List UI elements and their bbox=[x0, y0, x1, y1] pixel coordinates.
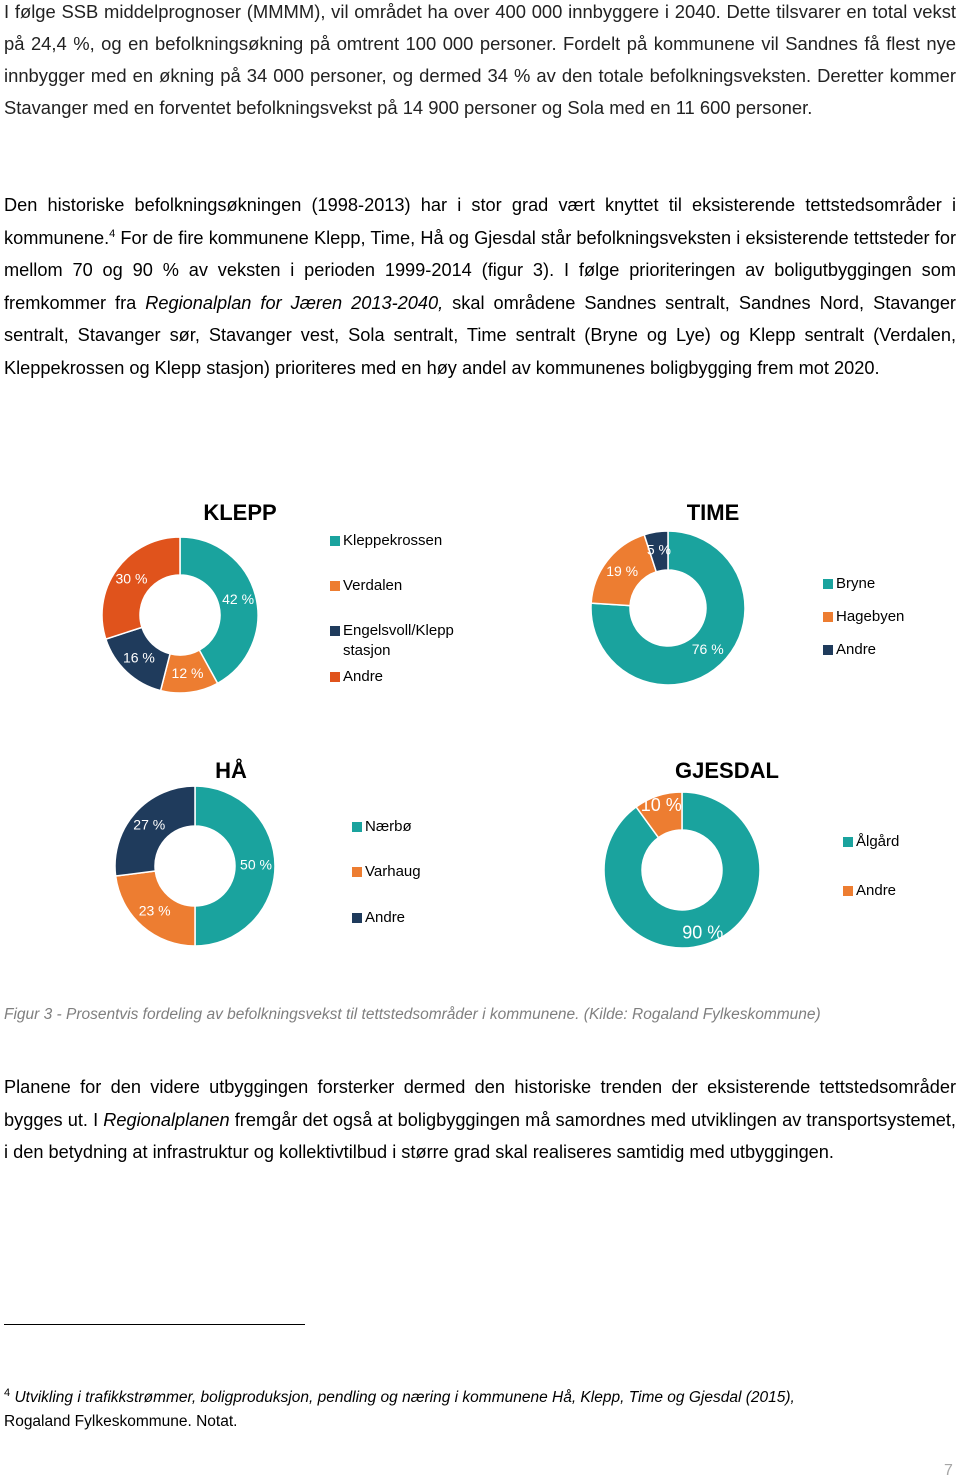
data-label: 5 % bbox=[647, 541, 671, 557]
legend-item: Ålgård bbox=[843, 832, 960, 852]
footnote-ref: 4 bbox=[109, 227, 116, 240]
chart-title: KLEPP bbox=[203, 500, 276, 525]
text: skal områdene Sandnes sentralt, Sandnes … bbox=[4, 292, 956, 378]
chart-title: HÅ bbox=[215, 757, 247, 783]
legend-label: Ålgård bbox=[856, 833, 900, 850]
donut-segment bbox=[114, 785, 196, 877]
text-italic: Regionalplanen bbox=[103, 1109, 230, 1130]
legend-item: Kleppekrossen bbox=[330, 531, 460, 551]
text: fremgår det også at boligbyggingen må sa… bbox=[4, 1109, 956, 1163]
donut-segment bbox=[101, 536, 181, 641]
text: I følge SSB middelprognoser (MMMM), vil … bbox=[4, 1, 956, 118]
legend-item: Nærbø bbox=[352, 817, 472, 837]
data-label: 16 % bbox=[123, 649, 155, 665]
legend-label: Varhaug bbox=[365, 863, 421, 880]
legend-item: Hagebyen bbox=[823, 607, 943, 627]
data-label: 50 % bbox=[240, 857, 272, 873]
donut-segment bbox=[179, 536, 259, 685]
legend-label: Kleppekrossen bbox=[343, 532, 443, 549]
legend-label: Verdalen bbox=[343, 577, 403, 594]
legend-item: Varhaug bbox=[352, 862, 472, 882]
page-number: 7 bbox=[944, 1462, 953, 1479]
data-label: 23 % bbox=[139, 902, 171, 918]
legend-label: Nærbø bbox=[365, 818, 412, 835]
legend-swatch bbox=[330, 581, 340, 591]
legend-swatch bbox=[823, 612, 833, 622]
legend-label: Andre bbox=[856, 882, 897, 899]
legend-item: Andre bbox=[330, 667, 460, 687]
data-label: 76 % bbox=[692, 641, 724, 657]
footnote: 4 Utvikling i trafikkstrømmer, boligprod… bbox=[4, 1386, 944, 1434]
legend-swatch bbox=[823, 645, 833, 655]
figure-caption: Figur 3 - Prosentvis fordeling av befolk… bbox=[4, 1006, 821, 1023]
text-italic: Regionalplan for Jæren 2013-2040, bbox=[145, 292, 444, 313]
legend-swatch bbox=[823, 579, 833, 589]
legend-label: Andre bbox=[343, 668, 384, 685]
legend-swatch bbox=[352, 867, 362, 877]
text: Den historiske befolkningsøkningen (1998… bbox=[4, 195, 956, 248]
footnote-number: 4 bbox=[4, 1386, 11, 1399]
legend-swatch bbox=[843, 837, 853, 847]
data-label: 12 % bbox=[172, 665, 204, 681]
legend-swatch bbox=[352, 822, 362, 832]
legend-label: Bryne bbox=[836, 575, 876, 592]
legend-item: Verdalen bbox=[330, 576, 460, 596]
paragraph: Den historiske befolkningsøkningen (1998… bbox=[4, 189, 956, 384]
data-label: 90 % bbox=[682, 922, 723, 942]
text-italic: Utvikling i trafikkstrømmer, boligproduk… bbox=[14, 1389, 795, 1406]
legend-swatch bbox=[330, 626, 340, 636]
donut-segment bbox=[635, 791, 683, 839]
donut-segment bbox=[194, 785, 276, 947]
data-label: 27 % bbox=[133, 816, 165, 832]
legend-item: Engelsvoll/Klepp stasjon bbox=[330, 621, 460, 661]
legend-label: Hagebyen bbox=[836, 608, 905, 625]
donut-segment bbox=[643, 530, 669, 573]
text: Rogaland Fylkeskommune. Notat. bbox=[4, 1413, 238, 1430]
legend-swatch bbox=[330, 672, 340, 682]
text: Planene for den videre utbyggingen forst… bbox=[4, 1077, 956, 1130]
data-label: 19 % bbox=[606, 563, 638, 579]
legend-swatch bbox=[843, 886, 853, 896]
data-label: 42 % bbox=[222, 591, 254, 607]
chart-title: GJESDAL bbox=[675, 758, 779, 783]
chart-title: TIME bbox=[687, 500, 740, 525]
paragraph: I følge SSB middelprognoser (MMMM), vil … bbox=[4, 0, 956, 124]
legend-item: Andre bbox=[823, 640, 943, 660]
data-label: 30 % bbox=[115, 570, 147, 586]
legend-label: Engelsvoll/Klepp stasjon bbox=[343, 622, 454, 659]
donut-segment bbox=[114, 870, 196, 947]
legend-item: Andre bbox=[352, 908, 472, 928]
paragraph: Planene for den videre utbyggingen forst… bbox=[4, 1071, 956, 1169]
legend-label: Andre bbox=[836, 641, 877, 658]
donut-segment bbox=[603, 791, 761, 949]
legend-swatch bbox=[352, 913, 362, 923]
legend-item: Bryne bbox=[823, 574, 943, 594]
footnote-rule bbox=[4, 1324, 305, 1325]
legend-item: Andre bbox=[843, 881, 960, 901]
legend-swatch bbox=[330, 536, 340, 546]
data-label: 10 % bbox=[641, 795, 682, 815]
donut-segment bbox=[590, 530, 746, 686]
legend-label: Andre bbox=[365, 909, 406, 926]
text: For de fire kommunene Klepp, Time, Hå og… bbox=[4, 227, 956, 313]
